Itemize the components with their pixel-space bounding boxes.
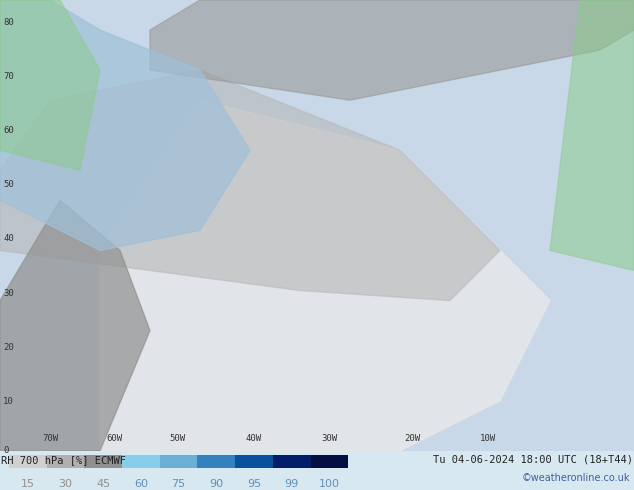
Text: 99: 99	[285, 479, 299, 489]
Text: 30: 30	[3, 289, 14, 297]
Text: 80: 80	[3, 18, 14, 27]
Text: 40: 40	[3, 234, 14, 244]
Text: 100: 100	[319, 479, 340, 489]
Bar	[47, 455, 84, 468]
Text: Tu 04-06-2024 18:00 UTC (18+T44): Tu 04-06-2024 18:00 UTC (18+T44)	[433, 455, 633, 465]
Bar	[311, 455, 349, 468]
Text: 70: 70	[3, 72, 14, 81]
Text: 0: 0	[3, 446, 8, 455]
Bar	[160, 455, 198, 468]
Text: 50: 50	[3, 180, 14, 189]
Text: 15: 15	[21, 479, 35, 489]
Bar	[9, 455, 47, 468]
Bar	[84, 455, 122, 468]
Polygon shape	[150, 0, 634, 100]
Text: 10W: 10W	[480, 434, 496, 443]
Text: 60: 60	[134, 479, 148, 489]
Bar	[198, 455, 235, 468]
Polygon shape	[0, 70, 500, 300]
Polygon shape	[0, 200, 150, 451]
Bar	[273, 455, 311, 468]
Text: 70W: 70W	[42, 434, 59, 443]
Text: 40W: 40W	[245, 434, 262, 443]
Text: 75: 75	[172, 479, 186, 489]
Polygon shape	[100, 100, 550, 451]
Text: 30W: 30W	[321, 434, 338, 443]
Bar	[122, 455, 160, 468]
Polygon shape	[0, 0, 250, 250]
Bar	[235, 455, 273, 468]
Text: RH 700 hPa [%] ECMWF: RH 700 hPa [%] ECMWF	[1, 455, 126, 465]
Text: 10: 10	[3, 397, 14, 406]
Text: 60: 60	[3, 126, 14, 135]
Text: 90: 90	[209, 479, 223, 489]
Text: 95: 95	[247, 479, 261, 489]
Text: 60W: 60W	[106, 434, 122, 443]
Text: 20W: 20W	[404, 434, 420, 443]
Text: ©weatheronline.co.uk: ©weatheronline.co.uk	[521, 473, 630, 483]
Text: 45: 45	[96, 479, 110, 489]
Text: 50W: 50W	[169, 434, 186, 443]
Polygon shape	[0, 0, 634, 451]
Text: 20: 20	[3, 343, 14, 352]
Polygon shape	[550, 0, 634, 270]
Text: 30: 30	[58, 479, 72, 489]
Polygon shape	[0, 0, 100, 171]
